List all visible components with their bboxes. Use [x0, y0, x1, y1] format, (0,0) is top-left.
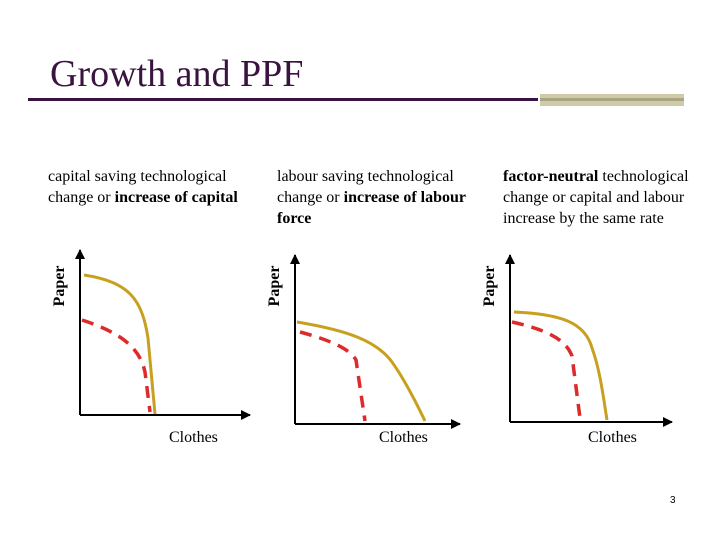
panel-1-old-ppf-curve — [81, 318, 152, 413]
panel-2-new-ppf-curve — [296, 320, 427, 422]
panel-3-caption-part-2: technological change or capital and labo… — [503, 168, 689, 227]
panel-2-caption-part-1: labour saving technological change or — [277, 168, 454, 206]
slide-number: 3 — [670, 495, 676, 506]
slide-title: Growth and PPF — [50, 53, 304, 95]
panel-1-diagram — [75, 249, 251, 420]
panel-1-caption-part-2: increase of capital — [114, 189, 238, 206]
panel-2-caption-part-2: increase of labour force — [277, 189, 466, 227]
panel-1-new-ppf-curve — [83, 273, 157, 415]
title-accent-line — [540, 98, 684, 101]
panel-3-diagram — [505, 254, 673, 427]
panel-1-caption: capital saving technological change or i… — [48, 166, 248, 208]
panel-3-new-ppf-curve — [513, 310, 609, 421]
panel-3-old-ppf-curve — [511, 320, 582, 419]
panel-2-caption: labour saving technological change or in… — [277, 166, 487, 229]
panel-2-old-ppf-curve — [299, 330, 367, 422]
panel-3-caption-part-1: factor-neutral — [503, 168, 599, 185]
panel-2-x-axis-label: Clothes — [379, 429, 428, 446]
title-underline — [28, 98, 538, 101]
panel-3-x-axis-label: Clothes — [588, 429, 637, 446]
panel-3-caption: factor-neutral technological change or c… — [503, 166, 718, 229]
panel-1-x-axis-label: Clothes — [169, 429, 218, 446]
panel-2-diagram — [290, 254, 461, 429]
panel-1-caption-part-1: capital saving technological change or — [48, 168, 227, 206]
